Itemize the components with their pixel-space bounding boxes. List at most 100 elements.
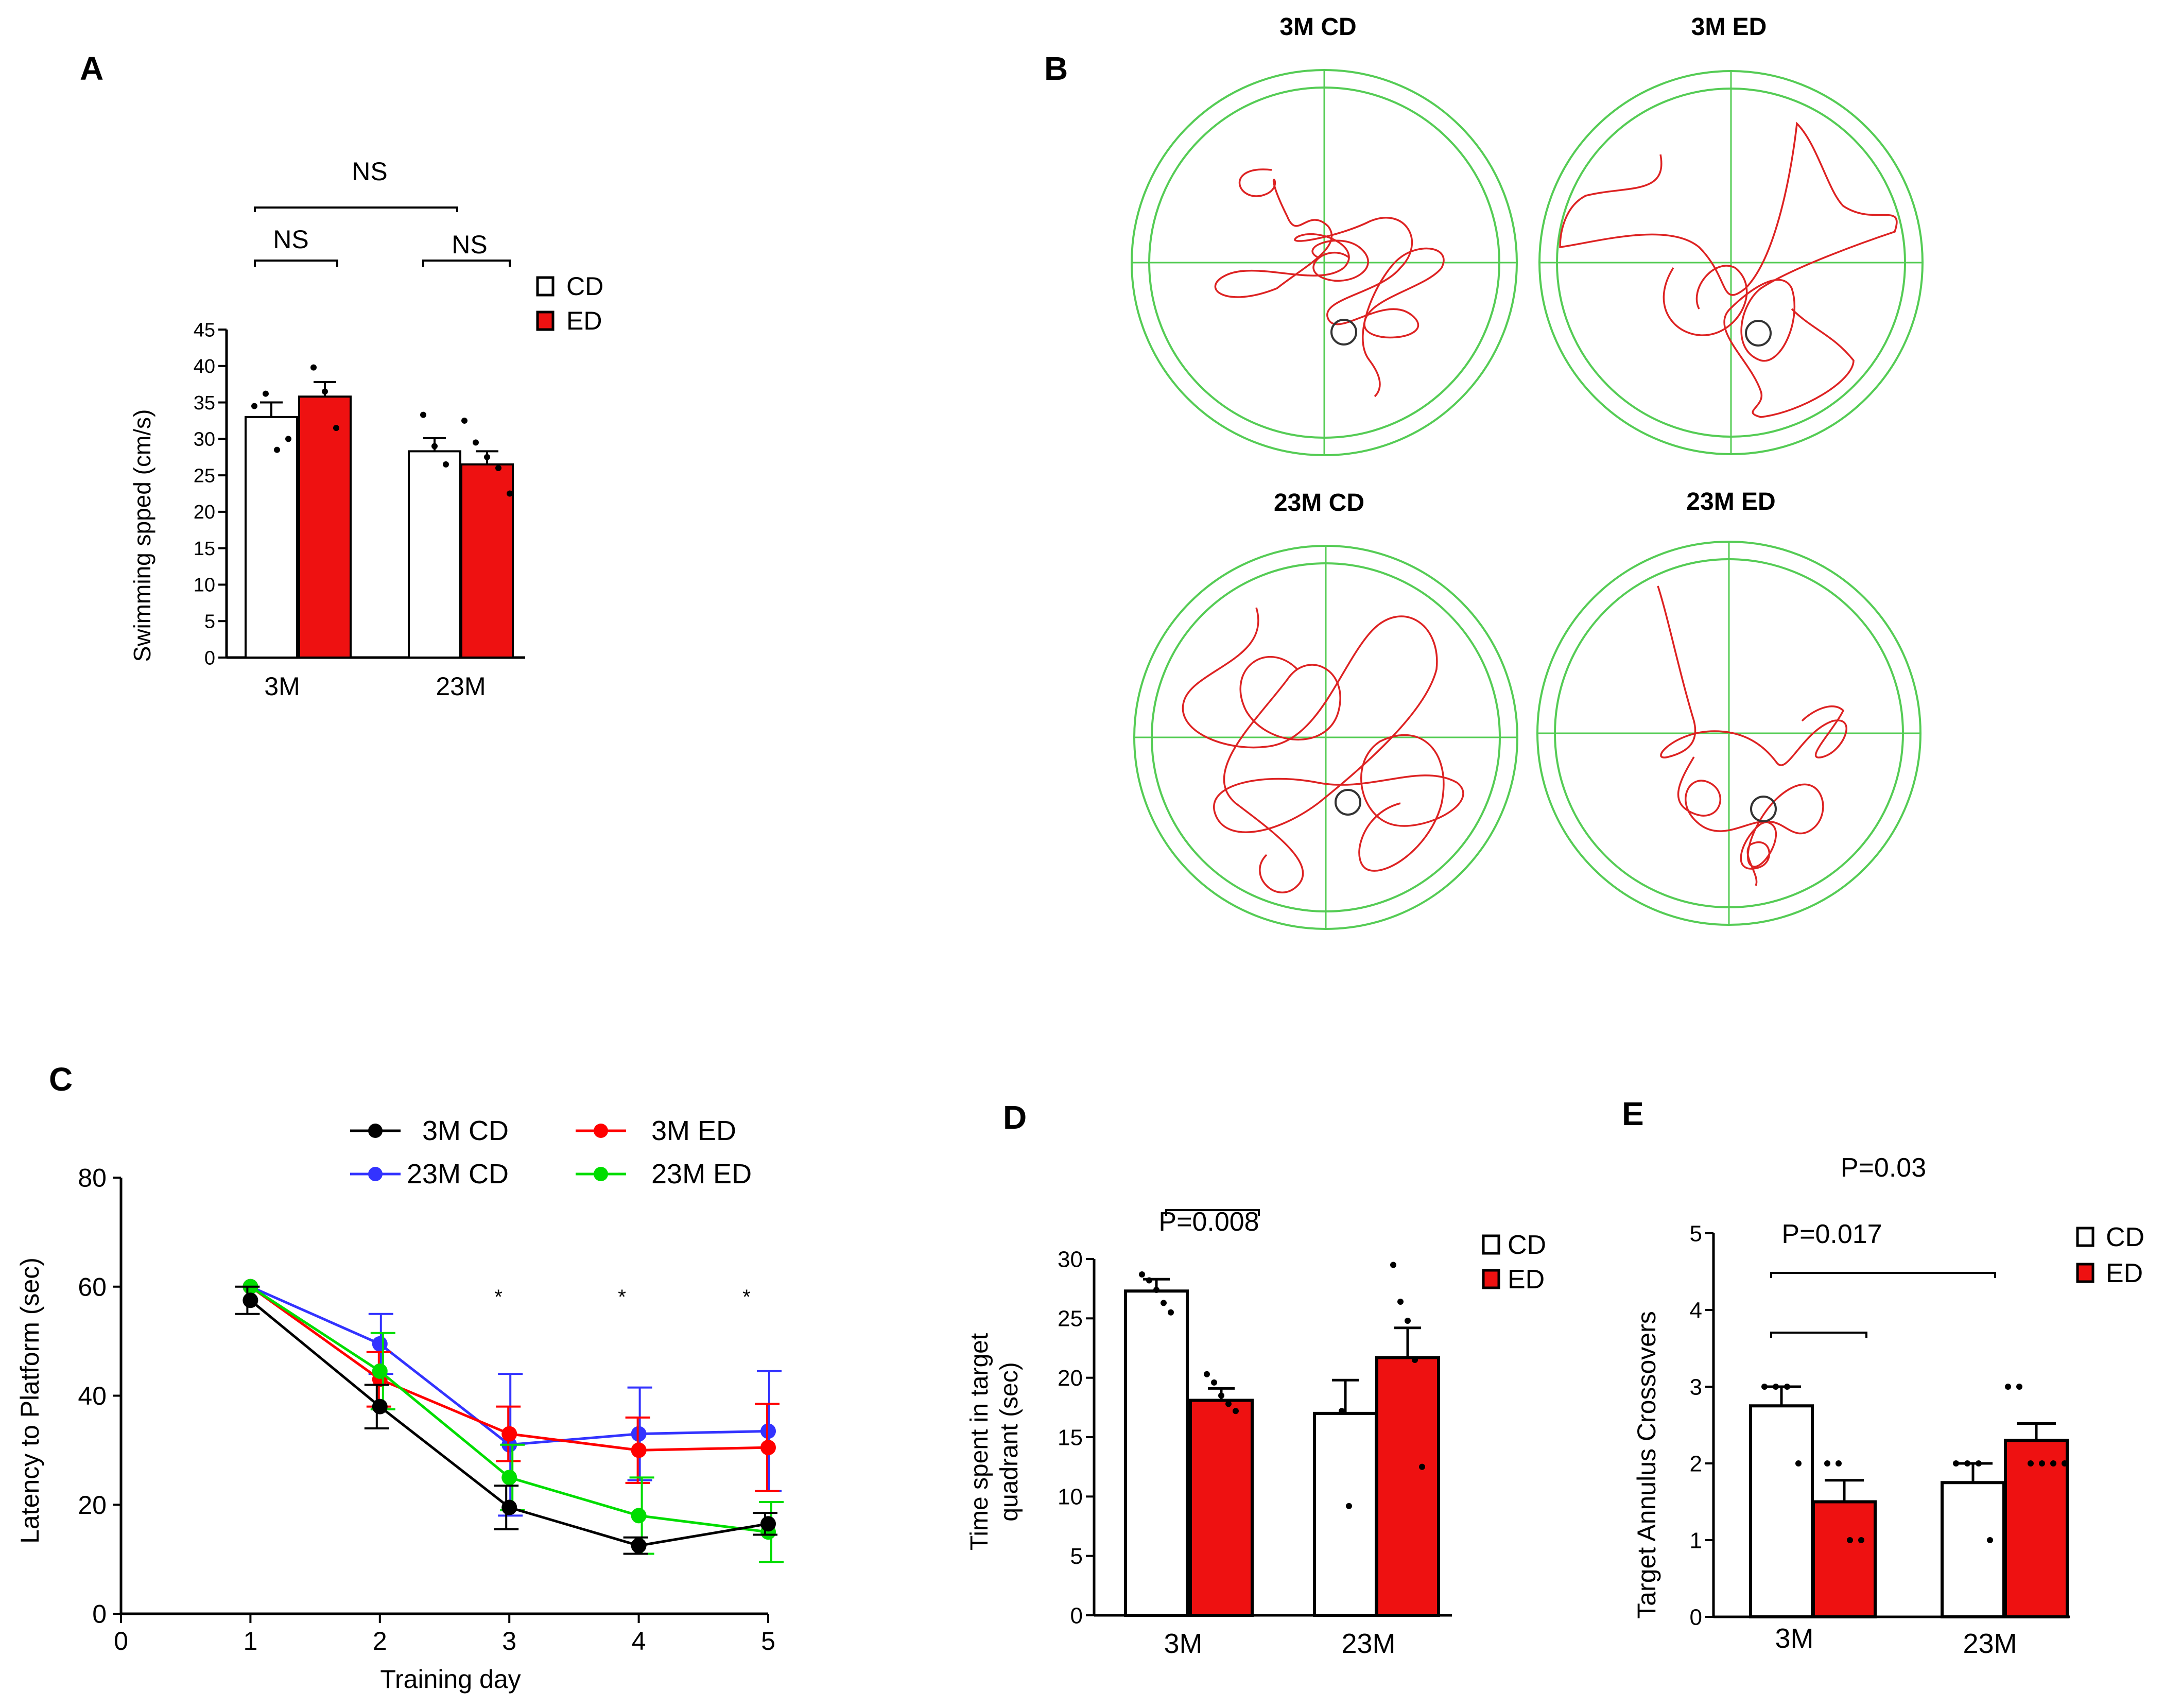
chart-e-datapoint (2028, 1460, 2034, 1467)
chart-a: 0 5 10 15 20 25 30 35 40 45 Swimming spped (cm/s)… (129, 157, 603, 701)
maze-title-23m-ed: 23M ED (1686, 488, 1775, 515)
chart-d-xtick-23m: 23M (1341, 1628, 1395, 1659)
chart-e-datapoint (2062, 1460, 2068, 1467)
point-23m-cd (372, 1336, 388, 1352)
swim-path-loop (1663, 265, 1748, 336)
panel-letter-c: C (49, 1061, 73, 1098)
point-3m-cd (372, 1399, 388, 1414)
chart-d-datapoint (1218, 1392, 1224, 1399)
chart-a-datapoint (484, 454, 490, 460)
chart-e-bracket-3m (1770, 1332, 1867, 1338)
chart-c-sig-day5: * (742, 1286, 751, 1308)
chart-a-datapoint (263, 390, 269, 397)
chart-e-datapoint (1953, 1460, 1959, 1467)
swim-path-loop (1311, 239, 1369, 282)
chart-a-ns-23m: NS (452, 230, 487, 259)
chart-c-xtick-label: 2 (373, 1627, 387, 1655)
chart-a-datapoint (473, 439, 479, 446)
chart-a-datapoint (274, 446, 280, 453)
maze-title-23m-cd: 23M CD (1274, 489, 1364, 516)
chart-d-bar-cd-3m (1124, 1289, 1189, 1617)
legend-3m-ed: 3M ED (651, 1115, 736, 1146)
chart-a-bar-cd-3m (245, 416, 298, 659)
chart-e-ytick-label: 1 (1690, 1528, 1702, 1553)
maze-3m-ed (1538, 70, 1924, 455)
chart-c-xlabel: Training day (380, 1665, 521, 1694)
chart-a-bar-ed-3m (298, 395, 352, 659)
chart-c-ytick-label: 0 (92, 1600, 107, 1629)
point-3m-cd (760, 1516, 776, 1532)
chart-c-xtick-label: 5 (761, 1627, 775, 1655)
point-23m-ed (631, 1508, 647, 1524)
chart-a-ns-3m: NS (273, 225, 308, 254)
point-3m-ed (760, 1440, 776, 1456)
platform-marker (1335, 789, 1361, 816)
chart-e-datapoint (1761, 1384, 1768, 1390)
chart-e-bar-cd-3m (1749, 1404, 1814, 1618)
chart-e-datapoint (1976, 1460, 1982, 1467)
chart-d-datapoint (1225, 1401, 1232, 1407)
chart-a-legend-ed: ED (566, 306, 602, 335)
swim-path (1657, 585, 1847, 766)
chart-e-legend-ed-swatch (2076, 1263, 2094, 1283)
chart-a-ytick-label: 25 (194, 465, 215, 487)
chart-d-datapoint (1397, 1299, 1404, 1305)
chart-d-bar-ed-3m (1189, 1399, 1254, 1617)
chart-a-ytick-label: 30 (194, 429, 215, 451)
chart-e-bar-ed-23m (2004, 1439, 2069, 1619)
chart-e-bracket-top (1770, 1272, 1996, 1278)
chart-d-datapoint (1168, 1309, 1174, 1316)
chart-e-datapoint (1773, 1384, 1779, 1390)
chart-e-datapoint (2005, 1384, 2011, 1390)
chart-d-ytick-label: 30 (1058, 1247, 1083, 1272)
chart-c-xtick-label: 4 (632, 1627, 646, 1655)
chart-e-datapoint (2050, 1460, 2056, 1467)
point-3m-cd (631, 1538, 647, 1554)
chart-d-datapoint (1161, 1300, 1167, 1306)
chart-d-datapoint (1419, 1463, 1425, 1470)
chart-d-datapoint (1204, 1371, 1210, 1377)
chart-e-bar-cd-23m (1941, 1481, 2005, 1618)
point-3m-ed (631, 1442, 647, 1458)
swim-path (1182, 607, 1464, 872)
chart-d-legend-cd: CD (1508, 1230, 1546, 1260)
legend-3m-ed-marker (594, 1124, 608, 1138)
chart-a-ytick-label: 15 (194, 538, 215, 560)
chart-a-legend-cd: CD (566, 272, 603, 301)
chart-a-legend-cd-swatch (536, 276, 555, 297)
legend-3m-cd: 3M CD (422, 1115, 509, 1146)
chart-a-xtick-23m: 23M (436, 672, 486, 701)
chart-c-ytick-label: 20 (78, 1491, 107, 1520)
chart-c-legend: 3M CD 3M ED 23M CD 23M ED (350, 1115, 752, 1189)
chart-a-legend-ed-swatch (536, 310, 555, 331)
point-23m-ed (372, 1363, 388, 1379)
chart-d-legend-ed-swatch (1482, 1269, 1500, 1289)
chart-c-xtick-label: 1 (243, 1627, 257, 1655)
chart-a-datapoint (495, 464, 501, 471)
chart-a-ytick-label: 20 (194, 502, 215, 523)
chart-e-datapoint (1847, 1537, 1853, 1543)
chart-c: 0 20 40 60 80 0 1 2 3 4 5 Latency to Platform (sec… (15, 1115, 784, 1694)
chart-d-datapoint (1339, 1408, 1345, 1414)
chart-e-legend-ed: ED (2106, 1258, 2143, 1288)
chart-d-ytick-label: 15 (1058, 1425, 1083, 1450)
chart-e-pvalue-top: P=0.03 (1841, 1153, 1926, 1183)
chart-a-axes: 0 5 10 15 20 25 30 35 40 45 (194, 319, 525, 669)
platform-marker (1745, 320, 1772, 347)
chart-d-pvalue: P=0.008 (1158, 1207, 1259, 1237)
legend-23m-cd-marker (368, 1167, 383, 1181)
swim-path (1559, 122, 1898, 418)
chart-e-legend-cd: CD (2106, 1222, 2144, 1252)
chart-a-bracket-top (254, 206, 458, 212)
panel-letter-e: E (1622, 1095, 1644, 1132)
chart-a-ytick-label: 10 (194, 575, 215, 596)
chart-a-datapoint (285, 436, 291, 442)
chart-a-datapoint (333, 425, 339, 432)
swim-path (1214, 168, 1445, 398)
chart-a-datapoint (322, 388, 328, 395)
chart-d-ytick-label: 0 (1070, 1603, 1083, 1628)
chart-e-xtick-23m: 23M (1963, 1628, 2017, 1659)
chart-d-datapoint (1146, 1277, 1152, 1284)
chart-e-datapoint (1964, 1460, 1970, 1467)
chart-a-bar-cd-23m (408, 450, 461, 659)
